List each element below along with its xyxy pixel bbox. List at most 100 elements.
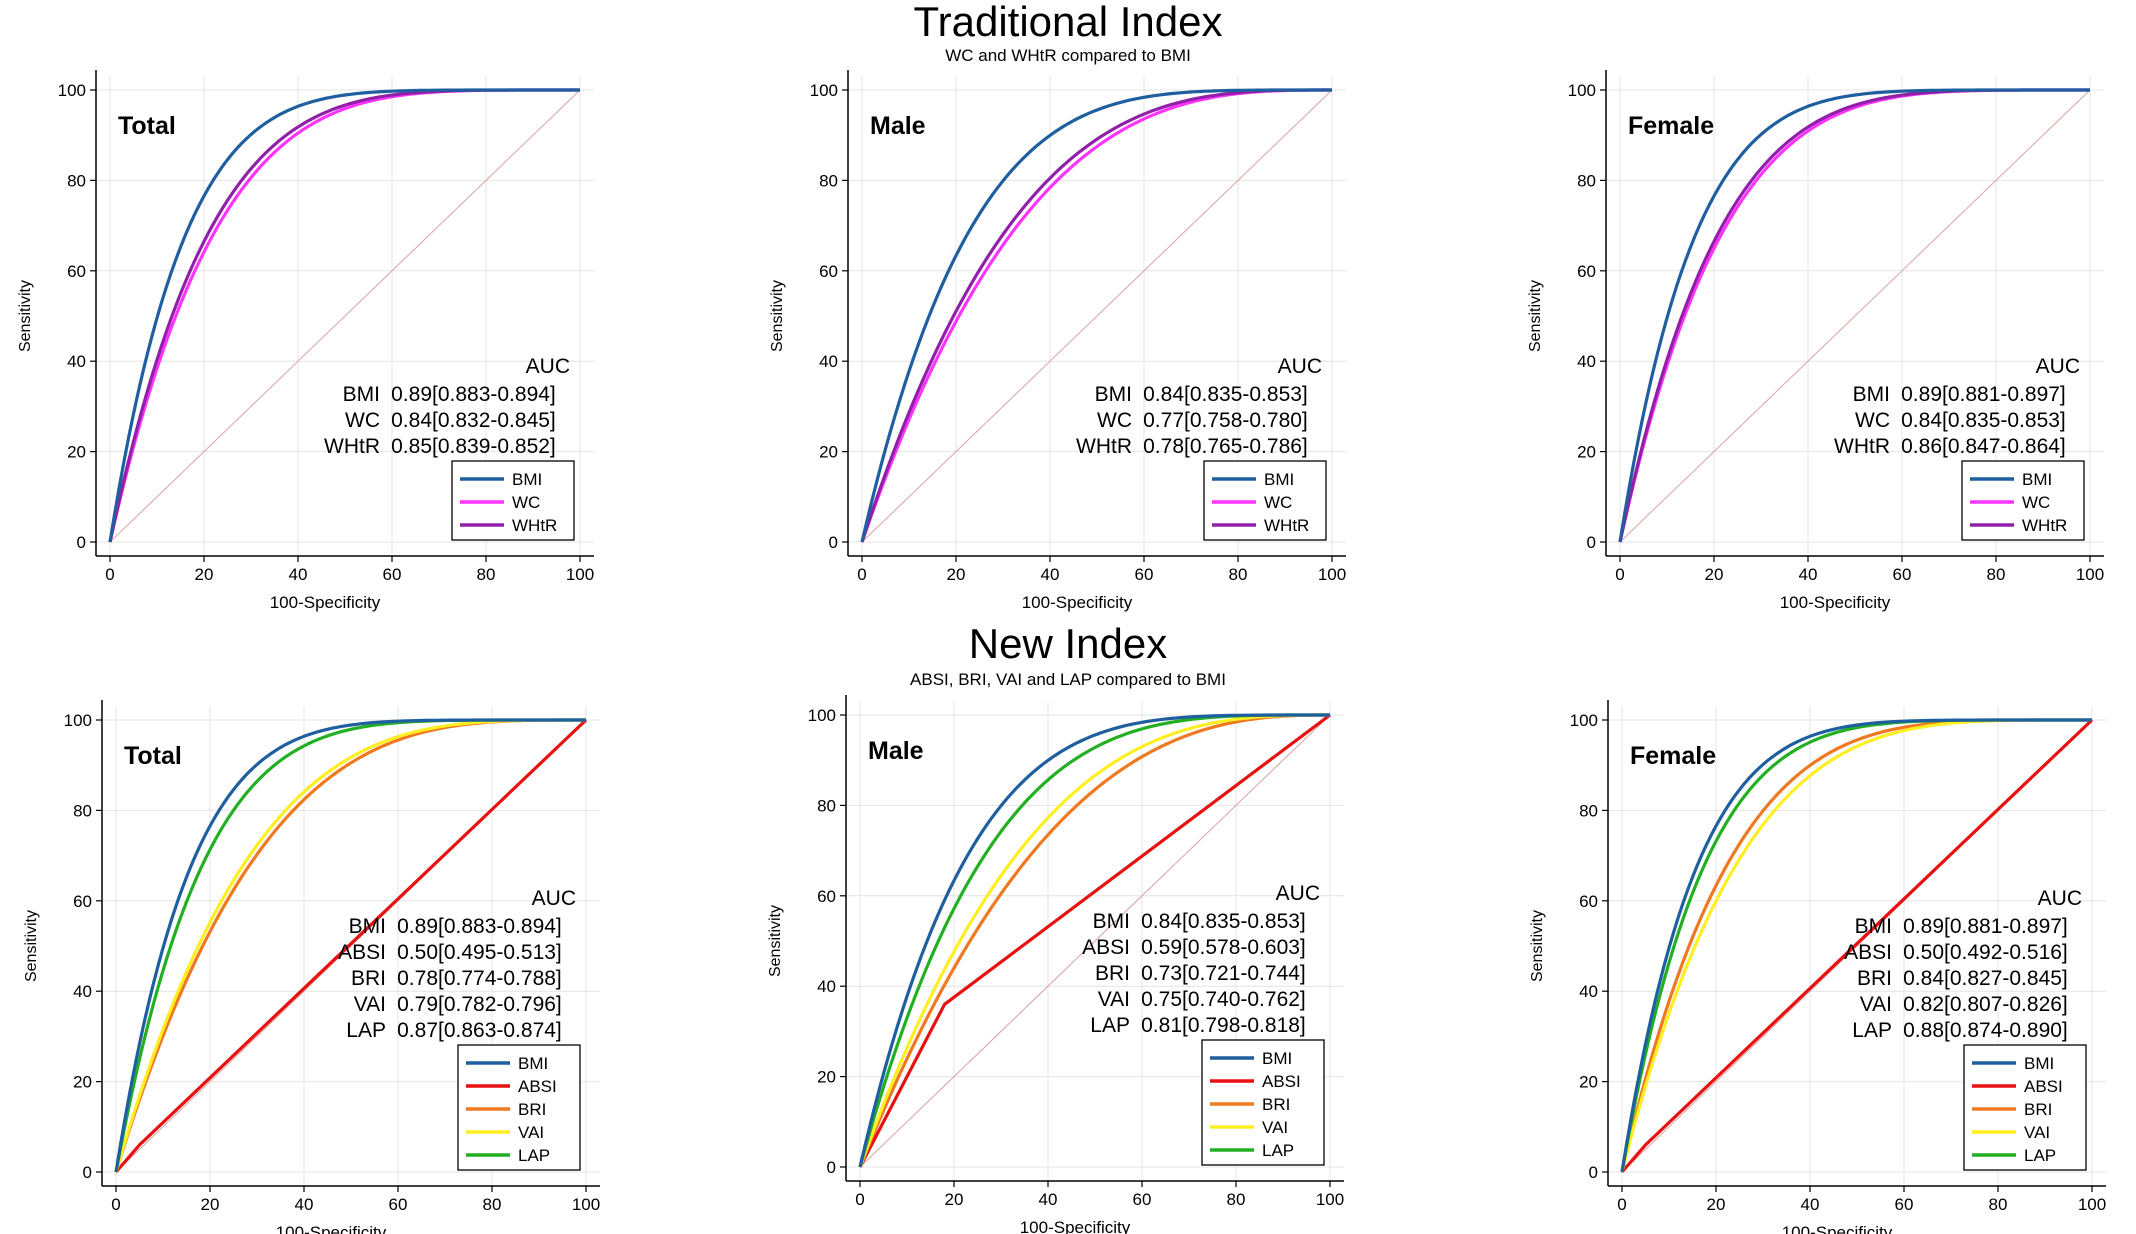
x-tick-label: 0 [855,1190,864,1209]
auc-row-name: BRI [1095,962,1130,985]
auc-row-value: 0.89 [391,383,432,406]
roc-curve-absi [1620,718,2094,1174]
y-tick-label: 0 [1589,1163,1598,1182]
auc-row-ci: [0.740-0.762] [1182,988,1306,1011]
y-tick-label: 20 [817,1068,836,1087]
legend-label: BMI [1262,1049,1292,1068]
auc-row-ci: [0.495-0.513] [438,941,562,964]
auc-row-value: 0.73 [1141,962,1182,985]
auc-row-ci: [0.765-0.786] [1184,435,1308,458]
auc-row-ci: [0.774-0.788] [438,967,562,990]
auc-row-name: WC [1855,409,1890,432]
new-index-title: New Index [968,620,1168,667]
legend-label: WC [512,493,540,512]
auc-row-name: WC [1097,409,1132,432]
legend-label: WHtR [2022,516,2067,535]
auc-row-value: 0.82 [1903,993,1944,1016]
y-tick-label: 60 [1579,892,1598,911]
auc-row-name: LAP [1852,1019,1892,1042]
auc-row-value: 0.78 [397,967,438,990]
y-tick-label: 80 [73,801,92,820]
y-axis-title: Sensitivity [1527,280,1544,352]
auc-row-value: 0.88 [1903,1019,1944,1042]
auc-row-name: WC [345,409,380,432]
roc-curve-bmi [1620,718,2092,1173]
legend-label: VAI [518,1123,544,1142]
auc-row-value: 0.89 [397,915,438,938]
y-axis-title: Sensitivity [23,910,40,982]
auc-row-name: BMI [1095,383,1132,406]
legend-label: ABSI [1262,1072,1301,1091]
legend-label: LAP [518,1146,550,1165]
x-axis-title: 100-Specificity [1020,1218,1131,1234]
x-axis-title: 100-Specificity [1022,593,1133,612]
auc-row-name: LAP [346,1019,386,1042]
y-tick-label: 40 [817,977,836,996]
legend-label: BMI [1264,470,1294,489]
auc-row-name: BMI [1853,383,1890,406]
auc-header: AUC [1278,355,1322,378]
panel-label: Total [124,742,182,770]
y-tick-label: 20 [73,1073,92,1092]
y-tick-label: 100 [808,706,836,725]
x-tick-label: 100 [2078,1195,2106,1214]
auc-row-name: BRI [1857,967,1892,990]
auc-row-ci: [0.881-0.897] [1942,383,2066,406]
auc-row-ci: [0.492-0.516] [1944,941,2068,964]
auc-row-value: 0.89 [1901,383,1942,406]
y-tick-label: 0 [77,533,86,552]
auc-row-ci: [0.881-0.897] [1944,915,2068,938]
auc-row-name: BMI [1855,915,1892,938]
y-axis-title: Sensitivity [767,905,784,977]
x-tick-label: 80 [1229,565,1248,584]
x-tick-label: 100 [1318,565,1346,584]
auc-row-ci: [0.835-0.853] [1942,409,2066,432]
auc-row-value: 0.84 [1143,383,1184,406]
y-tick-label: 0 [827,1158,836,1177]
legend-label: BMI [512,470,542,489]
x-axis-title: 100-Specificity [1780,593,1891,612]
legend-label: WC [2022,493,2050,512]
auc-row-value: 0.86 [1901,435,1942,458]
auc-row-ci: [0.798-0.818] [1182,1014,1306,1037]
x-tick-label: 80 [483,1195,502,1214]
auc-row-value: 0.84 [1901,409,1942,432]
reference-diagonal [1619,89,2091,543]
y-tick-label: 60 [817,887,836,906]
auc-row-name: BMI [349,915,386,938]
y-tick-label: 100 [810,81,838,100]
auc-header: AUC [2036,355,2080,378]
x-tick-label: 60 [1893,565,1912,584]
y-tick-label: 40 [73,982,92,1001]
new-index-subtitle: ABSI, BRI, VAI and LAP compared to BMI [910,670,1226,689]
y-tick-label: 80 [819,171,838,190]
y-tick-label: 60 [1577,262,1596,281]
legend-label: ABSI [518,1077,557,1096]
x-tick-label: 40 [1801,1195,1820,1214]
auc-row-value: 0.50 [397,941,438,964]
auc-header: AUC [1276,882,1320,905]
x-tick-label: 20 [1707,1195,1726,1214]
y-axis-title: Sensitivity [769,280,786,352]
x-tick-label: 20 [947,565,966,584]
legend-label: VAI [1262,1118,1288,1137]
auc-row-ci: [0.782-0.796] [438,993,562,1016]
auc-row-ci: [0.883-0.894] [432,383,556,406]
roc-panel-new-female: 0 20 40 60 80 100 0 20 40 60 80 100 100-Specificity S… [1529,700,2106,1234]
y-tick-label: 60 [819,262,838,281]
y-tick-label: 20 [67,443,86,462]
auc-row-name: ABSI [1082,936,1130,959]
x-tick-label: 80 [477,565,496,584]
y-tick-label: 60 [73,892,92,911]
x-tick-label: 80 [1227,1190,1246,1209]
roc-curve-bri [858,713,1330,1168]
auc-row-name: WHtR [324,435,380,458]
auc-row-name: BMI [1093,910,1130,933]
x-tick-label: 100 [1316,1190,1344,1209]
roc-curve-vai [858,713,1330,1168]
auc-row-name: WHtR [1076,435,1132,458]
x-tick-label: 60 [1133,1190,1152,1209]
auc-row-value: 0.79 [397,993,438,1016]
y-tick-label: 60 [67,262,86,281]
x-axis-title: 100-Specificity [270,593,381,612]
